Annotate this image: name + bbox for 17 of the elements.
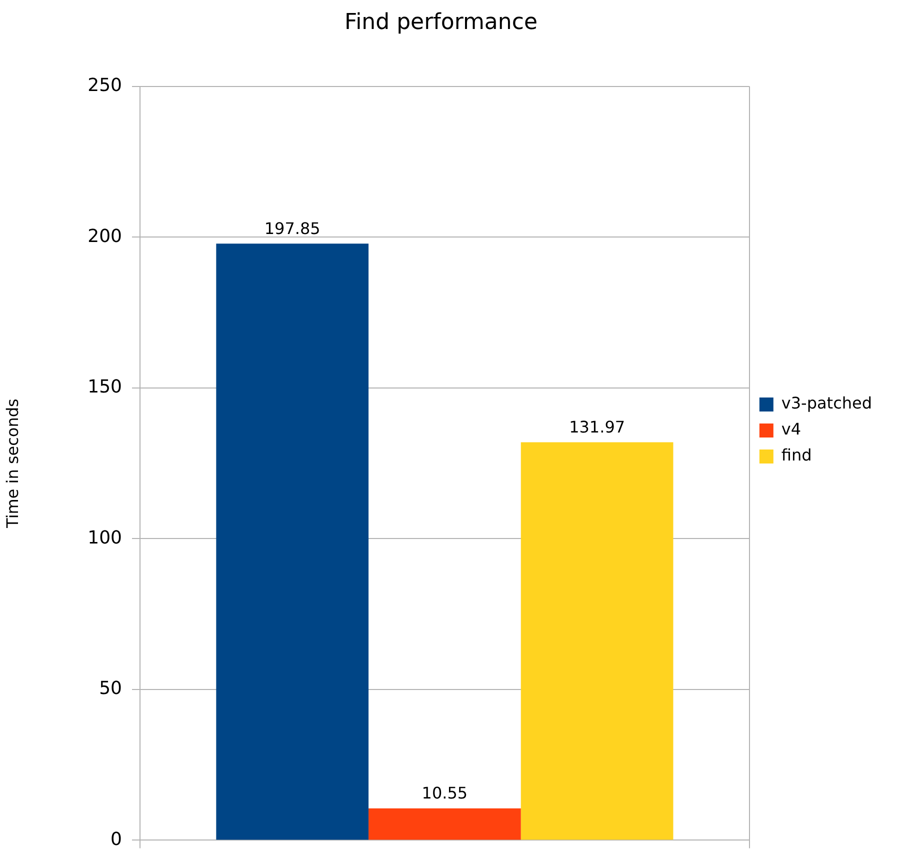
y-tick-label: 100 <box>88 527 122 548</box>
legend-label: v3-patched <box>781 394 872 413</box>
legend-label: find <box>781 446 812 465</box>
bar <box>520 442 674 840</box>
bar <box>216 244 369 840</box>
data-label: 10.55 <box>422 784 468 803</box>
y-tick-label: 250 <box>88 75 122 96</box>
y-tick-label: 50 <box>99 678 122 700</box>
y-tick-label: 200 <box>88 226 122 247</box>
data-label: 197.85 <box>264 218 320 238</box>
chart-title: Find performance <box>344 10 538 35</box>
bar <box>368 808 521 840</box>
data-label: 131.97 <box>569 417 626 436</box>
legend-label: v4 <box>781 420 802 439</box>
y-tick-label: 150 <box>88 376 122 398</box>
y-axis-title: Time in seconds <box>2 398 22 529</box>
y-tick-label: 0 <box>110 828 122 850</box>
